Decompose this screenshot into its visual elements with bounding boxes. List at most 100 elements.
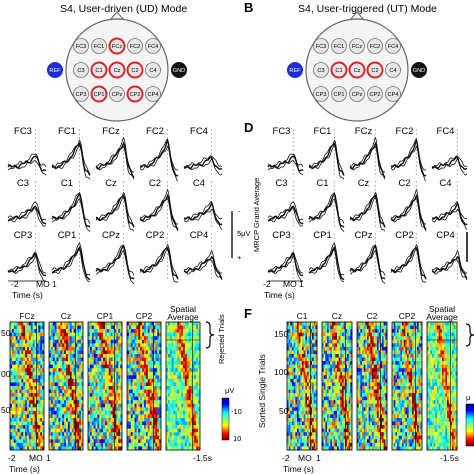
- heatmap-cell: [138, 432, 141, 437]
- heatmap-cell: [69, 336, 72, 341]
- heatmap-cell: [77, 339, 80, 344]
- heatmap-cell: [297, 368, 299, 373]
- heatmap-cell: [116, 361, 119, 365]
- heatmap-cell: [338, 428, 341, 433]
- heatmap-cell: [38, 336, 41, 341]
- heatmap-cell: [308, 325, 311, 330]
- heatmap-cell: [343, 361, 346, 365]
- heatmap-cell: [11, 407, 15, 412]
- heatmap-cell: [192, 389, 195, 394]
- heatmap-cell: [66, 446, 69, 451]
- heatmap-cell: [60, 354, 63, 358]
- heatmap-cell: [93, 354, 96, 358]
- heatmap-cell: [298, 378, 301, 383]
- heatmap-cell: [134, 382, 137, 387]
- heatmap-cell: [292, 322, 294, 326]
- heatmap-cell: [290, 378, 293, 383]
- heatmap-cell: [23, 346, 26, 351]
- heatmap-cell: [175, 339, 178, 344]
- heatmap-cell: [342, 378, 344, 383]
- heatmap-cell: [27, 396, 30, 401]
- heatmap-cell: [167, 368, 171, 373]
- heatmap-cell: [186, 446, 189, 451]
- heatmap-cell: [93, 407, 96, 412]
- heatmap-cell: [95, 414, 98, 419]
- heatmap-cell: [340, 371, 343, 376]
- heatmap-cell: [116, 386, 119, 390]
- heatmap-cell: [287, 322, 289, 326]
- heatmap-cell: [132, 425, 135, 429]
- heatmap-cell: [333, 350, 336, 355]
- heatmap-cell: [338, 442, 341, 447]
- heatmap-cell: [292, 375, 294, 380]
- heatmap-cell: [105, 329, 108, 333]
- heatmap-cell: [313, 386, 316, 390]
- heatmap-cell: [293, 343, 296, 348]
- heatmap-cell: [303, 442, 306, 447]
- heatmap-cell: [128, 325, 132, 330]
- heatmap-cell: [142, 329, 145, 333]
- heatmap-cell: [171, 339, 174, 344]
- heatmap-cell: [370, 332, 373, 337]
- heatmap-cell: [71, 329, 74, 333]
- heatmap-cell: [340, 393, 343, 397]
- heatmap-cell: [128, 382, 132, 387]
- heatmap-cell: [327, 396, 329, 401]
- heatmap-cell: [181, 435, 184, 440]
- heatmap-cell: [337, 396, 339, 401]
- heatmap-cell: [128, 389, 132, 394]
- heatmap-cell: [25, 322, 28, 326]
- waveform-fcz: FCz: [349, 126, 386, 180]
- heatmap-cell: [330, 428, 333, 433]
- heatmap-cell: [91, 350, 94, 355]
- heatmap-cell: [136, 357, 139, 362]
- heatmap-cell: [325, 364, 328, 369]
- heatmap-cell: [136, 332, 139, 337]
- heatmap-cell: [325, 442, 328, 447]
- heatmap-cell: [177, 346, 180, 351]
- heatmap-cell: [368, 322, 371, 326]
- heatmap-cell: [93, 375, 96, 380]
- heatmap-cell: [147, 439, 150, 444]
- electrode-fc1: [331, 38, 347, 54]
- heatmap-cell: [42, 343, 45, 348]
- heatmap-cell: [89, 325, 93, 330]
- heatmap-cell: [36, 414, 39, 419]
- heatmap-cell: [302, 435, 304, 440]
- heatmap-cell: [88, 410, 91, 415]
- heatmap-cell: [184, 343, 188, 348]
- waveform-trace: [139, 188, 179, 225]
- heatmap-cell: [142, 403, 145, 408]
- heatmap-cell: [300, 361, 303, 365]
- heatmap-cell: [75, 371, 78, 376]
- heatmap-cell: [300, 375, 303, 380]
- heatmap-cell: [169, 439, 172, 444]
- heatmap-cell: [21, 425, 24, 429]
- heatmap-cell: [118, 403, 121, 408]
- heatmap-cell: [49, 336, 52, 341]
- heatmap-cell: [106, 350, 110, 355]
- heatmap-cell: [75, 414, 78, 419]
- heatmap-cell: [181, 371, 184, 376]
- heatmap-cell: [58, 364, 61, 369]
- heatmap-cell: [177, 442, 180, 447]
- heatmap-cell: [297, 346, 299, 351]
- heatmap-cell: [105, 418, 108, 422]
- heatmap-cell: [177, 361, 180, 365]
- d-xlabel: Time (s): [264, 290, 295, 300]
- heatmap-cell: [290, 421, 293, 426]
- heatmap-cell: [188, 339, 191, 344]
- heatmap-cell: [186, 368, 189, 373]
- heatmap-cell: [105, 368, 108, 373]
- heatmap-cell: [42, 393, 45, 397]
- heatmap-cell: [298, 393, 301, 397]
- heatmap-cell: [15, 439, 18, 444]
- heatmap-cell: [28, 339, 32, 344]
- heatmap-cell: [287, 421, 289, 426]
- heatmap-cell: [81, 442, 84, 447]
- heatmap-cell: [159, 332, 162, 337]
- heatmap-cell: [15, 403, 18, 408]
- heatmap-cell: [54, 435, 57, 440]
- heatmap-cell: [166, 357, 169, 362]
- heatmap-frame: [126, 321, 162, 451]
